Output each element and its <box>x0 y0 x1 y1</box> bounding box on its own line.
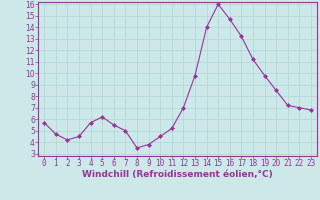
X-axis label: Windchill (Refroidissement éolien,°C): Windchill (Refroidissement éolien,°C) <box>82 170 273 179</box>
